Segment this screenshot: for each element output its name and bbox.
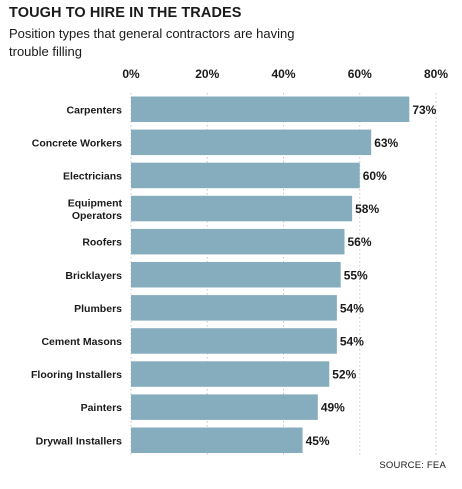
- bar: [131, 328, 337, 354]
- value-label: 54%: [340, 301, 364, 315]
- bar: [131, 262, 341, 288]
- value-label: 56%: [348, 235, 372, 249]
- source-note: SOURCE: FEA: [379, 460, 446, 471]
- chart-title: TOUGH TO HIRE IN THE TRADES: [9, 5, 242, 21]
- bar: [131, 427, 303, 453]
- value-label: 60%: [363, 169, 387, 183]
- category-label: Equipment: [68, 197, 123, 209]
- value-label: 73%: [412, 103, 436, 117]
- value-label: 52%: [332, 368, 356, 382]
- category-label: Bricklayers: [65, 270, 122, 282]
- bar: [131, 195, 353, 222]
- bar: [131, 228, 345, 255]
- value-label: 58%: [355, 202, 379, 216]
- category-label: Concrete Workers: [32, 137, 122, 149]
- chart-subtitle: Position types that general contractors …: [9, 26, 295, 59]
- x-tick-label: 80%: [424, 67, 448, 81]
- value-label: 63%: [374, 136, 398, 150]
- category-label: Cement Masons: [41, 336, 122, 348]
- category-label: Roofers: [82, 237, 122, 249]
- value-label: 49%: [321, 401, 345, 415]
- bar: [131, 162, 360, 189]
- bar: [131, 129, 372, 156]
- x-tick-label: 20%: [195, 67, 219, 81]
- value-label: 54%: [340, 334, 364, 348]
- category-label: Painters: [81, 402, 123, 414]
- category-label: Electricians: [63, 170, 122, 182]
- bar: [131, 96, 410, 122]
- value-label: 55%: [344, 268, 368, 282]
- value-label: 45%: [306, 434, 330, 448]
- x-tick-label: 40%: [271, 67, 295, 81]
- bar: [131, 394, 318, 420]
- bar: [131, 361, 330, 387]
- category-label: Carpenters: [67, 104, 123, 116]
- category-label: Plumbers: [74, 303, 122, 315]
- category-label: Operators: [72, 210, 122, 222]
- category-label: Drywall Installers: [36, 435, 123, 447]
- x-tick-label: 0%: [122, 67, 140, 81]
- x-tick-label: 60%: [348, 67, 372, 81]
- bar: [131, 295, 337, 321]
- category-label: Flooring Installers: [31, 369, 122, 381]
